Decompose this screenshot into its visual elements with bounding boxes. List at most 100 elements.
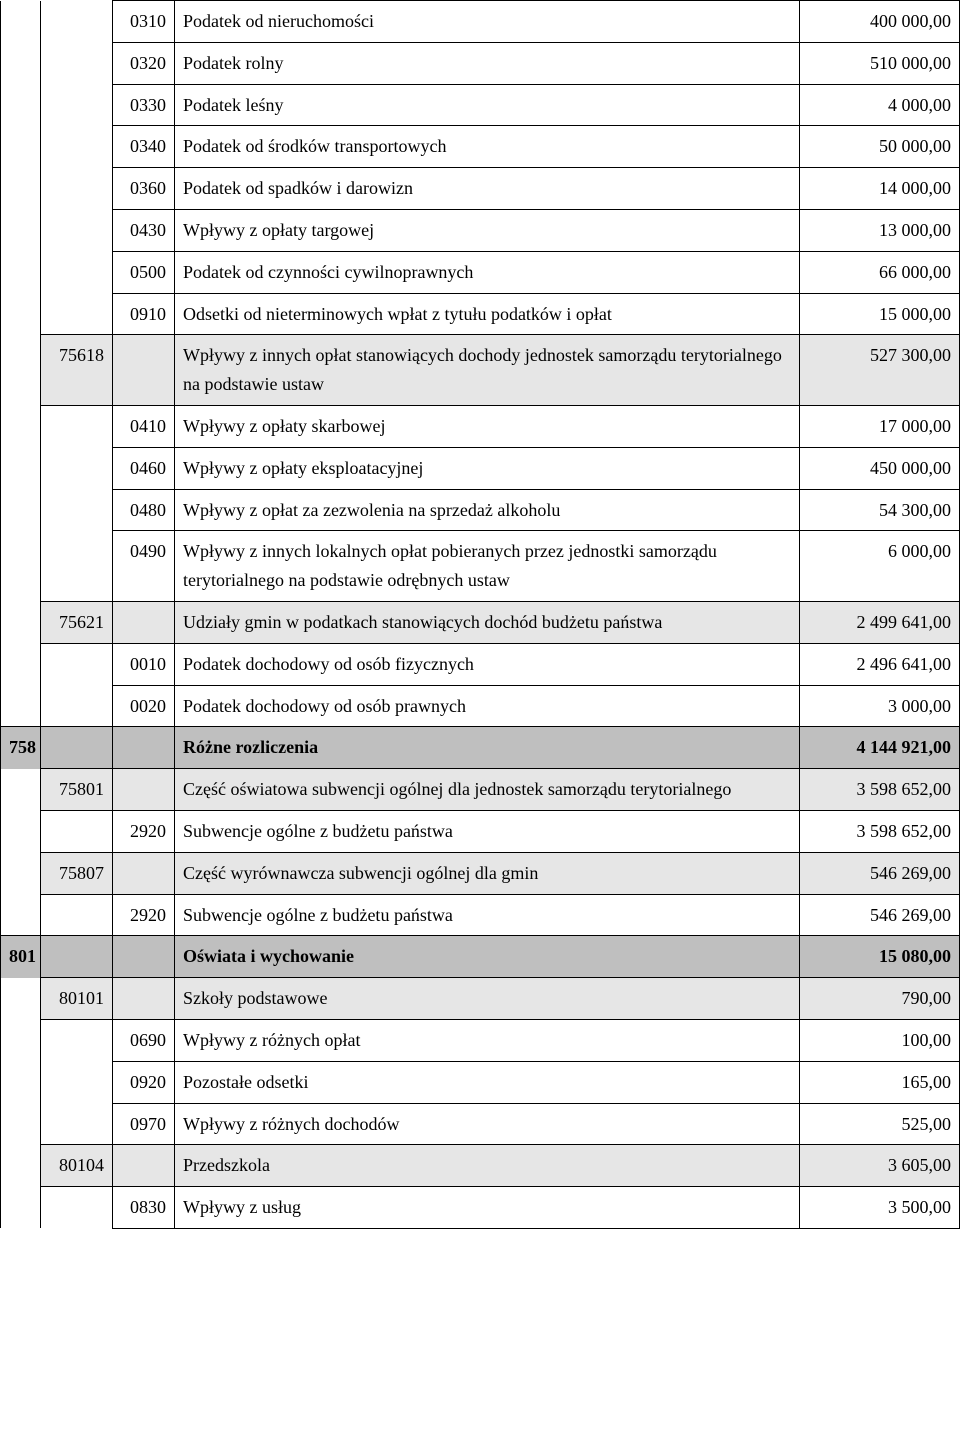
table-row: 80101Szkoły podstawowe790,00 bbox=[1, 978, 960, 1020]
cell-d: Podatek rolny bbox=[175, 42, 800, 84]
cell-d: Podatek leśny bbox=[175, 84, 800, 126]
cell-b bbox=[41, 685, 113, 727]
cell-d: Szkoły podstawowe bbox=[175, 978, 800, 1020]
cell-d: Podatek od środków transportowych bbox=[175, 126, 800, 168]
table-row: 0360Podatek od spadków i darowizn14 000,… bbox=[1, 168, 960, 210]
cell-b bbox=[41, 531, 113, 602]
cell-a bbox=[1, 1187, 41, 1229]
cell-d: Podatek od spadków i darowizn bbox=[175, 168, 800, 210]
cell-e: 3 000,00 bbox=[800, 685, 960, 727]
cell-a: 758 bbox=[1, 727, 41, 769]
cell-d: Subwencje ogólne z budżetu państwa bbox=[175, 894, 800, 936]
cell-e: 54 300,00 bbox=[800, 489, 960, 531]
cell-a bbox=[1, 685, 41, 727]
table-row: 0340Podatek od środków transportowych50 … bbox=[1, 126, 960, 168]
cell-d: Pozostałe odsetki bbox=[175, 1061, 800, 1103]
table-row: 0490Wpływy z innych lokalnych opłat pobi… bbox=[1, 531, 960, 602]
cell-c: 0310 bbox=[113, 1, 175, 43]
cell-a bbox=[1, 810, 41, 852]
cell-e: 3 598 652,00 bbox=[800, 769, 960, 811]
table-row: 0020Podatek dochodowy od osób prawnych3 … bbox=[1, 685, 960, 727]
cell-a bbox=[1, 531, 41, 602]
budget-table: 0310Podatek od nieruchomości400 000,0003… bbox=[0, 0, 960, 1229]
cell-e: 15 080,00 bbox=[800, 936, 960, 978]
cell-a: 801 bbox=[1, 936, 41, 978]
table-row: 75807Część wyrównawcza subwencji ogólnej… bbox=[1, 852, 960, 894]
cell-a bbox=[1, 293, 41, 335]
cell-c bbox=[113, 1145, 175, 1187]
cell-a bbox=[1, 894, 41, 936]
cell-e: 2 496 641,00 bbox=[800, 643, 960, 685]
table-row: 0430Wpływy z opłaty targowej13 000,00 bbox=[1, 209, 960, 251]
cell-b bbox=[41, 42, 113, 84]
cell-c: 0500 bbox=[113, 251, 175, 293]
cell-e: 3 598 652,00 bbox=[800, 810, 960, 852]
cell-b: 75618 bbox=[41, 335, 113, 406]
cell-b bbox=[41, 126, 113, 168]
cell-b bbox=[41, 643, 113, 685]
cell-c bbox=[113, 769, 175, 811]
cell-d: Wpływy z różnych opłat bbox=[175, 1019, 800, 1061]
cell-a bbox=[1, 168, 41, 210]
table-row: 0830Wpływy z usług3 500,00 bbox=[1, 1187, 960, 1229]
cell-e: 6 000,00 bbox=[800, 531, 960, 602]
table-row: 801Oświata i wychowanie15 080,00 bbox=[1, 936, 960, 978]
cell-c bbox=[113, 601, 175, 643]
table-row: 758Różne rozliczenia4 144 921,00 bbox=[1, 727, 960, 769]
cell-c: 0690 bbox=[113, 1019, 175, 1061]
cell-e: 3 605,00 bbox=[800, 1145, 960, 1187]
cell-a bbox=[1, 769, 41, 811]
cell-d: Wpływy z opłat za zezwolenia na sprzedaż… bbox=[175, 489, 800, 531]
cell-e: 790,00 bbox=[800, 978, 960, 1020]
cell-c: 0910 bbox=[113, 293, 175, 335]
table-row: 2920Subwencje ogólne z budżetu państwa54… bbox=[1, 894, 960, 936]
cell-e: 100,00 bbox=[800, 1019, 960, 1061]
cell-d: Wpływy z opłaty skarbowej bbox=[175, 405, 800, 447]
cell-e: 4 000,00 bbox=[800, 84, 960, 126]
cell-b bbox=[41, 447, 113, 489]
cell-e: 546 269,00 bbox=[800, 852, 960, 894]
cell-d: Wpływy z innych lokalnych opłat pobieran… bbox=[175, 531, 800, 602]
cell-e: 4 144 921,00 bbox=[800, 727, 960, 769]
cell-d: Wpływy z różnych dochodów bbox=[175, 1103, 800, 1145]
cell-e: 2 499 641,00 bbox=[800, 601, 960, 643]
cell-c: 0360 bbox=[113, 168, 175, 210]
table-row: 75618Wpływy z innych opłat stanowiących … bbox=[1, 335, 960, 406]
cell-e: 50 000,00 bbox=[800, 126, 960, 168]
cell-b bbox=[41, 489, 113, 531]
cell-b bbox=[41, 1061, 113, 1103]
table-row: 0310Podatek od nieruchomości400 000,00 bbox=[1, 1, 960, 43]
cell-a bbox=[1, 643, 41, 685]
cell-a bbox=[1, 1145, 41, 1187]
cell-c bbox=[113, 335, 175, 406]
cell-b: 80104 bbox=[41, 1145, 113, 1187]
cell-b: 75621 bbox=[41, 601, 113, 643]
cell-c: 0970 bbox=[113, 1103, 175, 1145]
cell-b bbox=[41, 405, 113, 447]
cell-e: 546 269,00 bbox=[800, 894, 960, 936]
table-row: 75801Część oświatowa subwencji ogólnej d… bbox=[1, 769, 960, 811]
cell-b bbox=[41, 1, 113, 43]
cell-e: 450 000,00 bbox=[800, 447, 960, 489]
cell-c bbox=[113, 978, 175, 1020]
cell-c: 0830 bbox=[113, 1187, 175, 1229]
table-row: 0410Wpływy z opłaty skarbowej17 000,00 bbox=[1, 405, 960, 447]
cell-d: Wpływy z opłaty targowej bbox=[175, 209, 800, 251]
cell-b bbox=[41, 810, 113, 852]
cell-e: 13 000,00 bbox=[800, 209, 960, 251]
cell-a bbox=[1, 251, 41, 293]
cell-c bbox=[113, 727, 175, 769]
table-row: 0330Podatek leśny4 000,00 bbox=[1, 84, 960, 126]
cell-d: Przedszkola bbox=[175, 1145, 800, 1187]
cell-c: 0490 bbox=[113, 531, 175, 602]
cell-a bbox=[1, 1, 41, 43]
cell-a bbox=[1, 852, 41, 894]
cell-c: 0410 bbox=[113, 405, 175, 447]
cell-d: Subwencje ogólne z budżetu państwa bbox=[175, 810, 800, 852]
cell-b bbox=[41, 727, 113, 769]
cell-d: Wpływy z opłaty eksploatacyjnej bbox=[175, 447, 800, 489]
cell-b bbox=[41, 1103, 113, 1145]
cell-a bbox=[1, 601, 41, 643]
cell-c: 0480 bbox=[113, 489, 175, 531]
cell-a bbox=[1, 1019, 41, 1061]
